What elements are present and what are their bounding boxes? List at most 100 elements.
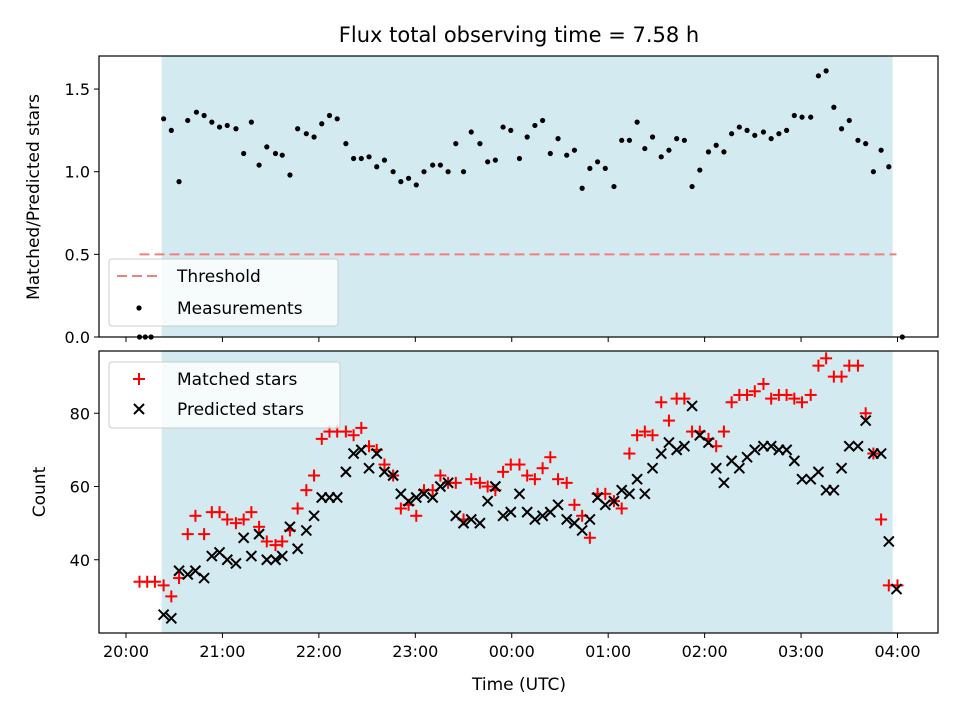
- measurement-point: [430, 162, 436, 168]
- measurement-point: [760, 129, 767, 135]
- measurement-point: [863, 141, 869, 147]
- predicted-star-point: [655, 447, 667, 460]
- measurement-point: [649, 134, 656, 140]
- measurement-point: [744, 127, 750, 133]
- predicted-star-point: [300, 524, 313, 537]
- predicted-star-point: [230, 557, 242, 570]
- matched-star-point: [300, 484, 313, 497]
- measurement-point: [540, 117, 546, 124]
- matched-star-point: [757, 377, 770, 390]
- matched-star-point: [189, 509, 202, 522]
- predicted-star-point: [852, 440, 864, 452]
- measurement-point: [168, 127, 174, 133]
- predicted-star-point: [371, 447, 383, 460]
- predicted-star-point: [157, 608, 170, 621]
- measurement-point: [886, 164, 892, 170]
- matched-star-point: [339, 425, 352, 438]
- matched-star-point: [875, 513, 888, 526]
- measurement-point: [508, 127, 514, 133]
- measurement-point: [611, 183, 617, 190]
- ratio-plot-frame: [98, 55, 939, 338]
- y-tick-label: 1.5: [65, 80, 90, 99]
- predicted-star-point: [173, 565, 185, 577]
- measurement-points: [136, 68, 905, 340]
- y-tick-label: 0.5: [65, 245, 90, 264]
- measurement-point: [398, 179, 404, 185]
- matched-star-point: [394, 502, 407, 515]
- measurement-point: [516, 155, 523, 162]
- measurement-point: [564, 152, 570, 158]
- measurement-point: [500, 124, 506, 130]
- predicted-star-point: [639, 488, 651, 500]
- predicted-star-point: [733, 462, 746, 474]
- matched-star-point: [229, 517, 242, 530]
- matched-star-point: [788, 392, 801, 405]
- y-tick-label: 40: [70, 551, 90, 570]
- matched-star-point: [765, 392, 778, 405]
- measurement-point: [799, 114, 805, 120]
- predicted-star-point: [749, 444, 761, 456]
- predicted-star-point: [513, 488, 526, 500]
- predicted-star-point: [552, 499, 564, 511]
- matched-star-point: [796, 396, 809, 409]
- ratio-legend-box: [108, 258, 339, 327]
- matched-star-point: [276, 535, 289, 548]
- ratio-y-axis-label: Matched/Predicted stars: [24, 94, 44, 300]
- predicted-star-point: [615, 484, 628, 496]
- predicted-star-point: [765, 440, 777, 452]
- count-legend-box: [108, 361, 341, 429]
- count-y-axis-label: Count: [30, 466, 50, 517]
- matched-star-point: [835, 370, 848, 383]
- predicted-star-point: [843, 440, 855, 452]
- matched-star-point: [568, 498, 581, 511]
- measurement-point: [216, 124, 223, 130]
- matched-star-point: [678, 392, 691, 405]
- matched-star-point: [269, 539, 282, 552]
- predicted-star-point: [165, 612, 178, 625]
- ratio-x-ticks: [125, 337, 898, 342]
- count-points: [133, 352, 904, 625]
- matched-star-point: [253, 520, 266, 533]
- predicted-star-point: [646, 462, 659, 474]
- y-tick-label: 60: [70, 478, 90, 497]
- matched-star-point: [725, 396, 738, 409]
- predicted-star-point: [291, 543, 304, 555]
- measurement-point: [193, 109, 200, 115]
- predicted-star-point: [608, 495, 620, 507]
- predicted-star-point: [378, 466, 391, 478]
- matched-star-point: [315, 432, 328, 445]
- predicted-star-point: [426, 491, 439, 504]
- x-tick-label: 00:00: [489, 642, 535, 661]
- predicted-star-point: [347, 447, 360, 460]
- matched-star-point: [552, 473, 565, 486]
- legend-predicted-label: Predicted stars: [177, 400, 304, 420]
- matched-star-point: [741, 388, 754, 401]
- matched-star-point: [308, 469, 321, 482]
- legend-measurements-label: Measurements: [177, 299, 303, 319]
- measurement-point: [326, 112, 333, 119]
- predicted-star-point: [308, 510, 320, 522]
- legend-threshold-label: Threshold: [176, 267, 261, 287]
- predicted-star-point: [536, 510, 549, 522]
- matched-star-point: [157, 579, 170, 592]
- measurement-point: [855, 137, 861, 143]
- x-tick-label: 21:00: [199, 642, 245, 661]
- count-plot-frame: [98, 350, 939, 634]
- predicted-star-point: [796, 473, 808, 485]
- panel-ratio: 0.0 0.5 1.0 1.5 Matched/Predicted stars Thr…: [24, 55, 939, 347]
- matched-star-point: [521, 469, 534, 482]
- predicted-star-point: [859, 414, 872, 427]
- measurement-point: [343, 141, 349, 147]
- measurement-point: [256, 162, 262, 168]
- predicted-star-point: [710, 462, 722, 474]
- measurement-point: [366, 154, 372, 160]
- measurement-point: [477, 141, 483, 147]
- predicted-star-point: [670, 444, 683, 456]
- matched-star-point: [655, 396, 668, 409]
- matched-star-point: [536, 462, 549, 475]
- x-tick-label: 03:00: [778, 642, 824, 661]
- matched-star-point: [851, 359, 864, 372]
- measurement-point: [185, 117, 191, 124]
- predicted-star-point: [269, 554, 282, 566]
